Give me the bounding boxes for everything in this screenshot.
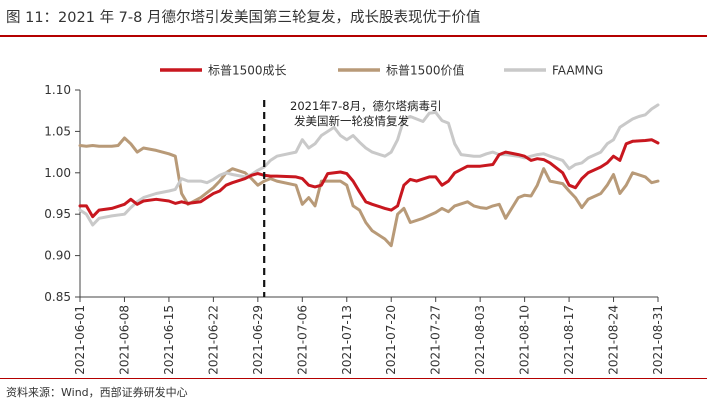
figure-title: 图 11：2021 年 7-8 月德尔塔引发美国第三轮复发，成长股表现优于价值 [6,10,481,26]
legend-label-1: 标普1500成长 [208,64,287,78]
x-tick-label: 2021-07-20 [384,305,398,375]
annotation-text: 发美国新一轮疫情复发 [294,114,409,128]
y-tick-label: 1.05 [44,124,71,138]
series-lines [78,103,660,248]
x-axis: 2021-06-01 2021-06-08 2021-06-15 2021-06-22… [73,296,665,375]
y-tick-label: 1.10 [44,83,71,97]
legend-label-3: FAAMNG [552,64,603,78]
x-tick-label: 2021-06-01 [73,305,87,375]
x-tick-label: 2021-08-17 [562,305,576,375]
x-tick-label: 2021-08-31 [651,305,665,375]
x-tick-label: 2021-08-24 [607,305,621,375]
x-tick-label: 2021-08-10 [518,305,532,375]
source-note: 资料来源：Wind，西部证券研发中心 [6,386,188,399]
bottom-rule [0,378,707,379]
top-rule [0,35,707,37]
y-tick-label: 0.95 [44,207,71,221]
y-tick-label: 1.00 [44,166,71,180]
x-tick-label: 2021-07-06 [295,305,309,375]
y-axis: 0.85 0.90 0.95 1.00 1.05 1.10 [44,83,81,304]
x-tick-label: 2021-08-03 [473,305,487,375]
y-tick-label: 0.85 [44,290,71,304]
x-tick-label: 2021-07-27 [429,305,443,375]
series-line-1 [78,138,660,219]
legend: 标普1500成长 标普1500价值 FAAMNG [160,63,603,78]
x-tick-label: 2021-06-22 [206,305,220,375]
series-line-3 [78,103,660,227]
annotation-text: 2021年7-8月，德尔塔病毒引 [290,99,442,113]
x-tick-label: 2021-07-13 [340,305,354,375]
x-tick-label: 2021-06-08 [117,305,131,375]
x-tick-label: 2021-06-29 [251,305,265,375]
legend-label-2: 标普1500价值 [386,63,465,78]
y-tick-label: 0.90 [44,249,71,263]
series-line-2 [78,136,660,248]
x-tick-label: 2021-06-15 [162,305,176,375]
